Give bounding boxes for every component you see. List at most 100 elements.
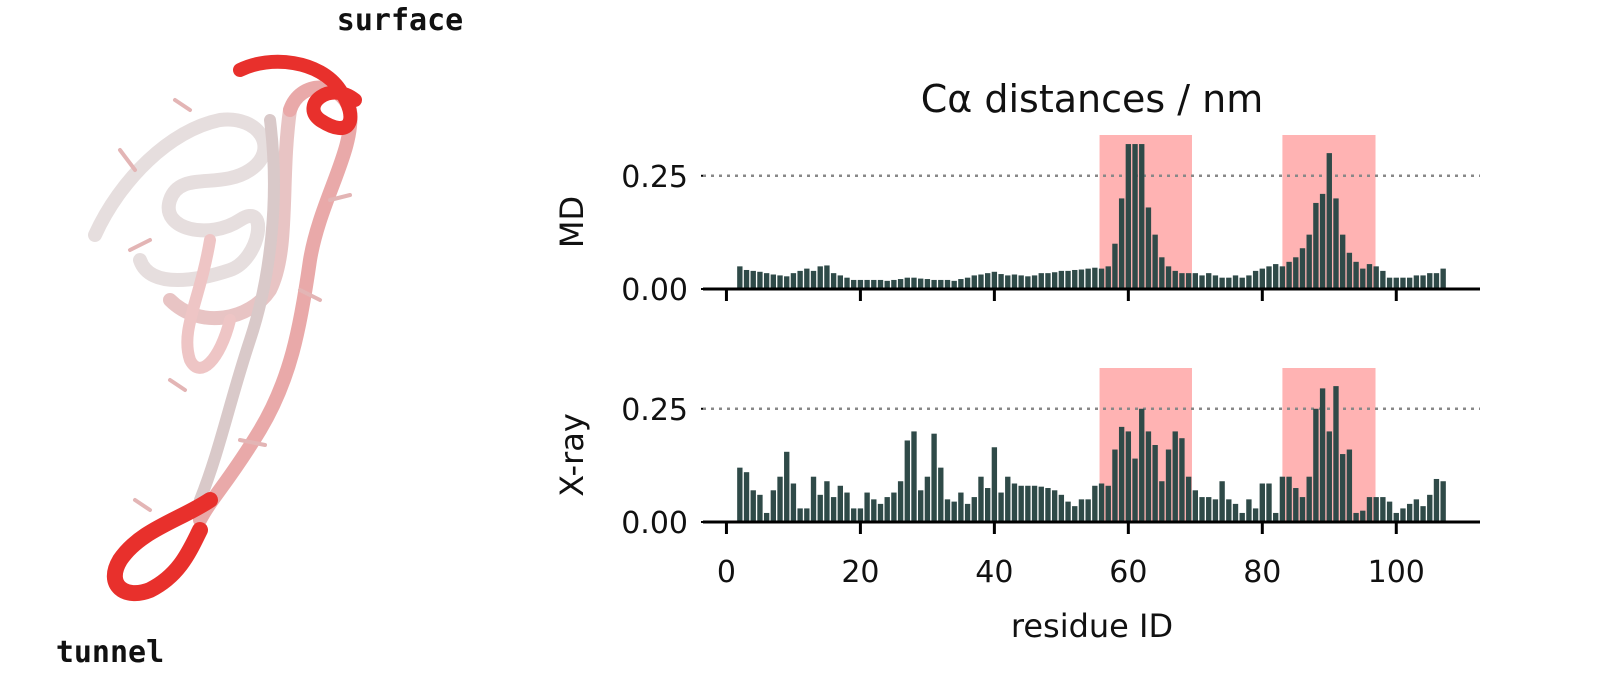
bar	[978, 274, 984, 289]
x-tick-label: 80	[1243, 555, 1281, 590]
bar	[817, 266, 823, 289]
bar	[918, 278, 924, 289]
bar	[1118, 426, 1125, 522]
bar	[1373, 266, 1379, 289]
bar	[1165, 449, 1172, 522]
bar	[1232, 503, 1239, 522]
bar	[1025, 276, 1031, 289]
bar	[1246, 275, 1252, 289]
y-axis-label: MD	[553, 196, 591, 248]
bar	[1400, 277, 1406, 289]
bar	[844, 277, 850, 289]
bar	[1386, 501, 1393, 522]
bar	[1199, 275, 1205, 289]
bar	[1373, 497, 1379, 522]
bar	[1427, 273, 1433, 289]
bar	[1386, 277, 1393, 289]
bar	[884, 497, 890, 522]
bar	[1420, 506, 1426, 522]
bar	[1406, 503, 1413, 522]
bar	[1058, 494, 1065, 522]
bar	[1299, 497, 1306, 522]
bar	[770, 274, 777, 289]
bar	[1125, 144, 1132, 289]
bar	[1018, 485, 1024, 522]
bar	[1366, 497, 1373, 522]
bar	[1145, 431, 1152, 522]
bar	[964, 503, 971, 522]
bar	[1139, 408, 1145, 522]
bar	[750, 270, 756, 289]
bar	[824, 265, 830, 289]
bar	[804, 508, 810, 522]
bar	[1259, 483, 1265, 522]
bar	[911, 277, 917, 289]
bar	[1078, 269, 1085, 289]
bar	[938, 467, 944, 522]
bar	[964, 277, 971, 289]
y-axis-label: X-ray	[553, 413, 591, 497]
bar	[824, 481, 830, 522]
bar	[1420, 275, 1426, 289]
bar	[1065, 501, 1071, 522]
bar	[1266, 266, 1272, 289]
annotation: surface	[337, 3, 463, 38]
bar	[1299, 248, 1306, 289]
bar	[897, 279, 904, 289]
bar	[1326, 153, 1332, 289]
bar	[984, 488, 991, 522]
bar	[904, 277, 910, 289]
bar	[817, 494, 823, 522]
bar	[1031, 275, 1038, 289]
bar	[810, 270, 817, 289]
bar	[1139, 144, 1145, 289]
bar	[1226, 277, 1232, 289]
bar	[897, 481, 904, 522]
bar	[797, 270, 803, 289]
bar	[804, 268, 810, 289]
bar	[763, 273, 770, 289]
bar	[830, 497, 837, 522]
bar	[757, 271, 763, 289]
bar	[1145, 207, 1152, 289]
bar	[777, 476, 783, 522]
bar	[871, 279, 877, 289]
bar	[1440, 481, 1446, 522]
bar	[1172, 431, 1178, 522]
bar	[1045, 488, 1051, 522]
bar	[944, 499, 951, 522]
bar	[991, 447, 998, 522]
bar	[737, 467, 743, 522]
bar	[1105, 485, 1111, 522]
bar	[1206, 273, 1212, 289]
bar	[1219, 481, 1225, 522]
bar	[1112, 243, 1118, 289]
bar	[931, 433, 937, 522]
bar	[911, 431, 917, 522]
bar	[1038, 486, 1044, 522]
bar	[944, 279, 951, 289]
bar	[871, 499, 877, 522]
bar	[1252, 508, 1259, 522]
bar	[810, 476, 817, 522]
bar	[877, 503, 884, 522]
bar	[1273, 512, 1279, 522]
chart-title: Cα distances / nm	[921, 77, 1264, 121]
bar	[891, 492, 897, 522]
bar	[1098, 268, 1105, 289]
bar	[1333, 386, 1339, 522]
x-tick-label: 20	[841, 555, 879, 590]
bar	[1433, 478, 1440, 522]
bar	[763, 512, 770, 522]
bar	[1051, 272, 1058, 289]
bar	[1239, 512, 1245, 522]
bar	[1011, 483, 1018, 522]
bar	[837, 275, 843, 289]
bar	[1192, 273, 1199, 289]
bar	[971, 275, 977, 289]
bar	[770, 490, 777, 522]
bar	[1185, 273, 1192, 289]
bar	[1072, 506, 1078, 522]
bar	[877, 279, 884, 289]
bar	[1058, 270, 1065, 289]
